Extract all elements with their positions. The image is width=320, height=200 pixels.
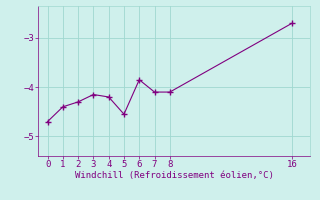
X-axis label: Windchill (Refroidissement éolien,°C): Windchill (Refroidissement éolien,°C) <box>75 171 274 180</box>
